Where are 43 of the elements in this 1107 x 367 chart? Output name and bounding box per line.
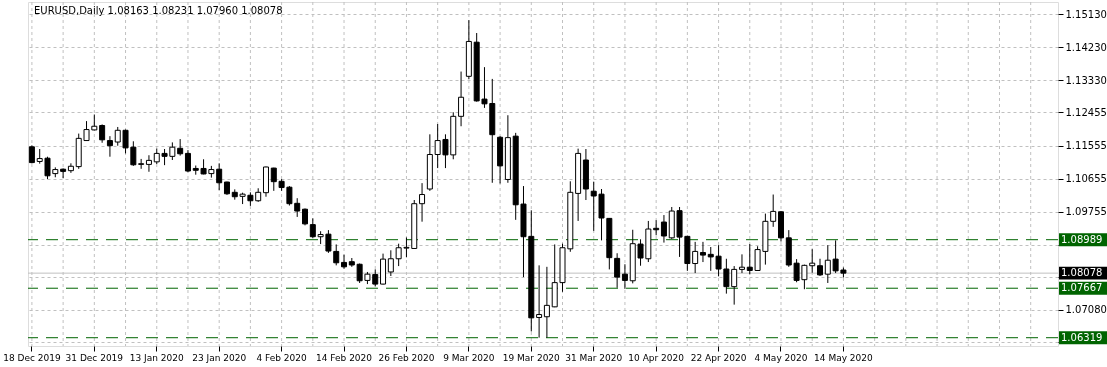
candlestick	[419, 182, 426, 223]
x-tick-label: 14 May 2020	[814, 352, 874, 363]
candlestick	[738, 253, 745, 274]
candlestick	[458, 71, 465, 127]
candlestick	[614, 252, 621, 289]
x-tick-label: 4 May 2020	[754, 352, 808, 363]
ref-line-label: 1.08078	[1061, 267, 1103, 279]
x-tick-label: 9 Mar 2020	[443, 352, 495, 363]
x-tick-label: 31 Mar 2020	[565, 352, 623, 363]
y-tick-label: 1.15130	[1065, 8, 1107, 20]
ref-line-label: 1.08989	[1061, 233, 1103, 245]
candlestick	[536, 264, 543, 339]
ref-line-label: 1.06319	[1061, 331, 1103, 343]
candlestick	[67, 162, 74, 174]
x-tick-label: 18 Dec 2019	[3, 352, 61, 363]
candlestick	[60, 167, 67, 179]
candlestick	[145, 154, 152, 173]
y-tick-label: 1.14230	[1065, 41, 1107, 53]
candlestick	[543, 266, 550, 339]
candlestick	[660, 214, 667, 244]
x-tick-label: 4 Feb 2020	[256, 352, 308, 363]
candlestick	[99, 123, 106, 144]
x-tick-label: 13 Jan 2020	[129, 352, 184, 363]
candlestick	[341, 254, 348, 270]
y-tick-label: 1.13330	[1065, 74, 1107, 86]
y-tick-label: 1.09755	[1065, 206, 1107, 218]
candlestick	[699, 241, 706, 263]
ref-line-label: 1.07667	[1061, 282, 1103, 294]
x-tick-label: 14 Feb 2020	[316, 352, 373, 363]
y-tick-label: 1.10655	[1065, 173, 1107, 185]
x-tick-label: 10 Apr 2020	[628, 352, 685, 363]
x-tick-label: 26 Feb 2020	[378, 352, 435, 363]
candlestick	[106, 135, 113, 158]
x-tick-label: 22 Apr 2020	[690, 352, 747, 363]
candlestick	[138, 158, 145, 170]
x-tick-label: 23 Jan 2020	[192, 352, 247, 363]
x-tick-label: 19 Mar 2020	[502, 352, 561, 363]
y-tick-label: 1.12455	[1065, 106, 1107, 118]
x-tick-label: 31 Dec 2019	[65, 352, 124, 363]
chart-title: EURUSD,Daily 1.08163 1.08231 1.07960 1.08078	[34, 5, 283, 16]
y-tick-label: 1.11555	[1065, 140, 1107, 152]
y-tick-label: 1.07080	[1065, 304, 1107, 316]
candlestick	[621, 263, 628, 290]
